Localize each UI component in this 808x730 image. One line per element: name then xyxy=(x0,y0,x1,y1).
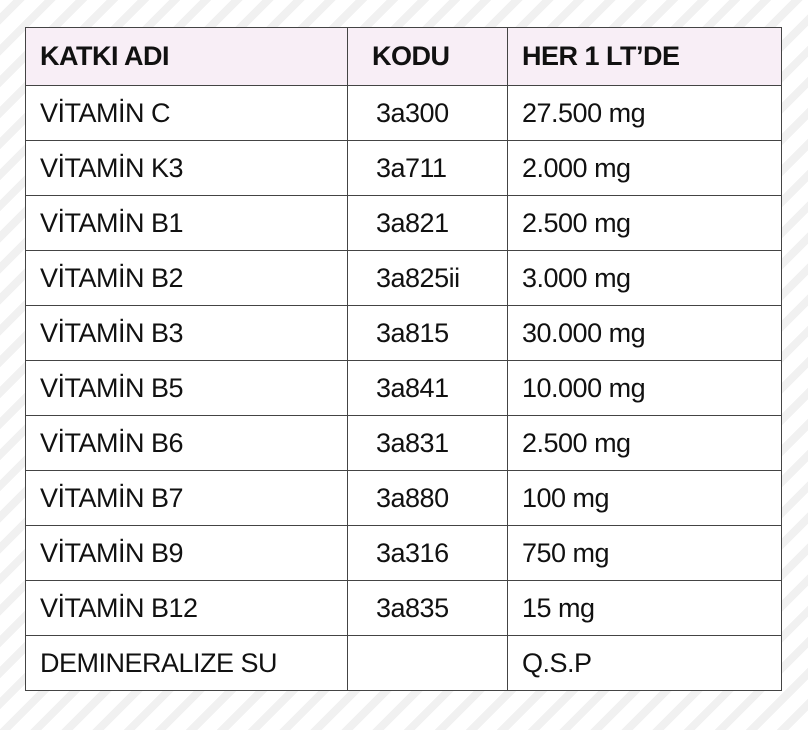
additive-name-cell: VİTAMİN B1 xyxy=(25,195,348,251)
table-row: VİTAMİN B2 3a825ii 3.000 mg xyxy=(25,250,782,306)
amount-cell: Q.S.P xyxy=(507,635,782,691)
amount-cell: 2.500 mg xyxy=(507,415,782,471)
amount-cell: 27.500 mg xyxy=(507,85,782,141)
code-cell: 3a835 xyxy=(347,580,508,636)
code-cell: 3a316 xyxy=(347,525,508,581)
additive-name-cell: VİTAMİN B6 xyxy=(25,415,348,471)
vitamin-table: KATKI ADI KODU HER 1 LT’DE VİTAMİN C 3a300 2… xyxy=(25,27,782,691)
additive-name-cell: VİTAMİN C xyxy=(25,85,348,141)
code-cell: 3a821 xyxy=(347,195,508,251)
additive-name-cell: VİTAMİN B7 xyxy=(25,470,348,526)
table-row: VİTAMİN B9 3a316 750 mg xyxy=(25,525,782,581)
amount-cell: 100 mg xyxy=(507,470,782,526)
additive-name-cell: VİTAMİN B5 xyxy=(25,360,348,416)
code-cell: 3a815 xyxy=(347,305,508,361)
code-cell: 3a880 xyxy=(347,470,508,526)
table-row: DEMINERALIZE SU Q.S.P xyxy=(25,635,782,691)
header-cell: HER 1 LT’DE xyxy=(507,27,782,86)
additive-name-cell: VİTAMİN K3 xyxy=(25,140,348,196)
code-cell xyxy=(347,635,508,691)
amount-cell: 750 mg xyxy=(507,525,782,581)
table-row: VİTAMİN C 3a300 27.500 mg xyxy=(25,85,782,141)
table-row: VİTAMİN B5 3a841 10.000 mg xyxy=(25,360,782,416)
code-cell: 3a711 xyxy=(347,140,508,196)
amount-cell: 15 mg xyxy=(507,580,782,636)
code-cell: 3a825ii xyxy=(347,250,508,306)
amount-cell: 30.000 mg xyxy=(507,305,782,361)
additive-name-cell: VİTAMİN B3 xyxy=(25,305,348,361)
additive-name-cell: DEMINERALIZE SU xyxy=(25,635,348,691)
code-cell: 3a841 xyxy=(347,360,508,416)
amount-cell: 2.000 mg xyxy=(507,140,782,196)
code-cell: 3a300 xyxy=(347,85,508,141)
additive-name-cell: VİTAMİN B12 xyxy=(25,580,348,636)
amount-cell: 3.000 mg xyxy=(507,250,782,306)
table-row: VİTAMİN B12 3a835 15 mg xyxy=(25,580,782,636)
additive-name-cell: VİTAMİN B2 xyxy=(25,250,348,306)
table-row: VİTAMİN B3 3a815 30.000 mg xyxy=(25,305,782,361)
additive-name-cell: VİTAMİN B9 xyxy=(25,525,348,581)
header-row: KATKI ADI KODU HER 1 LT’DE xyxy=(25,27,782,86)
table-row: VİTAMİN B7 3a880 100 mg xyxy=(25,470,782,526)
amount-cell: 10.000 mg xyxy=(507,360,782,416)
table-row: VİTAMİN K3 3a711 2.000 mg xyxy=(25,140,782,196)
header-cell: KATKI ADI xyxy=(25,27,348,86)
header-cell: KODU xyxy=(347,27,508,86)
table-row: VİTAMİN B1 3a821 2.500 mg xyxy=(25,195,782,251)
code-cell: 3a831 xyxy=(347,415,508,471)
table-row: VİTAMİN B6 3a831 2.500 mg xyxy=(25,415,782,471)
amount-cell: 2.500 mg xyxy=(507,195,782,251)
